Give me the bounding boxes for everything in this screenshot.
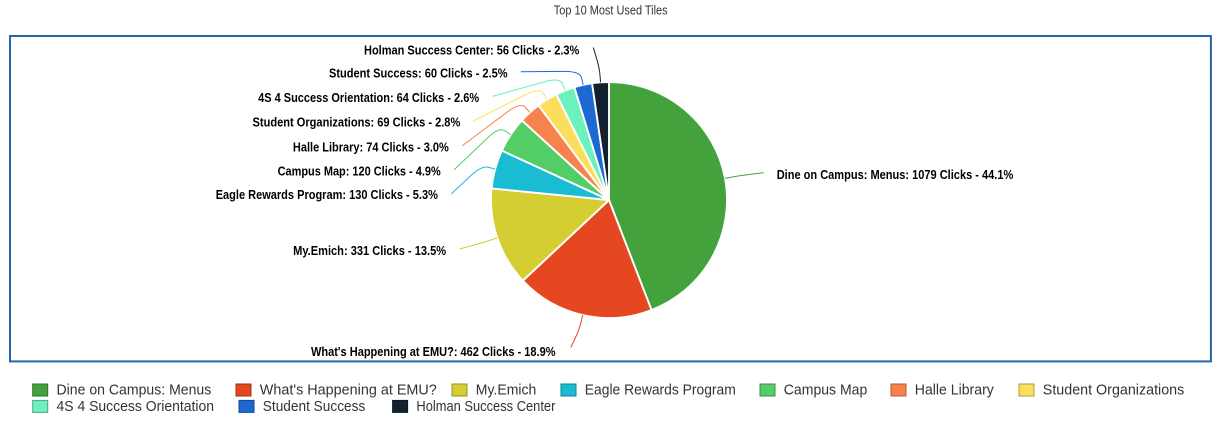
svg-text:Campus Map: 120 Clicks - 4.9%: Campus Map: 120 Clicks - 4.9% [278,165,441,179]
svg-text:Dine on Campus: Menus: Dine on Campus: Menus [57,382,212,399]
svg-text:Student Success: 60 Clicks - 2: Student Success: 60 Clicks - 2.5% [329,66,508,80]
svg-text:4S 4 Success Orientation: 4S 4 Success Orientation [57,398,215,415]
svg-text:Halle Library: Halle Library [915,382,994,399]
svg-text:Dine on Campus: Menus: 1079 Cl: Dine on Campus: Menus: 1079 Clicks - 44.… [777,168,1014,182]
svg-text:My.Emich: My.Emich [476,382,537,399]
svg-text:Student Organizations: Student Organizations [1043,382,1185,399]
svg-text:Eagle Rewards Program: Eagle Rewards Program [585,382,736,399]
svg-text:Holman Success Center: 56 Clic: Holman Success Center: 56 Clicks - 2.3% [364,43,579,57]
svg-text:Holman Success Center: Holman Success Center [416,398,555,415]
svg-text:My.Emich: 331 Clicks - 13.5%: My.Emich: 331 Clicks - 13.5% [293,244,446,258]
svg-text:Halle Library: 74 Clicks - 3.0: Halle Library: 74 Clicks - 3.0% [293,141,449,155]
svg-text:Student Success: Student Success [263,398,366,415]
svg-text:What's Happening at EMU?: What's Happening at EMU? [260,382,437,399]
svg-text:Eagle Rewards Program: 130 Cli: Eagle Rewards Program: 130 Clicks - 5.3% [216,188,438,202]
svg-text:Campus Map: Campus Map [784,382,868,399]
svg-text:What's Happening at EMU?: 462: What's Happening at EMU?: 462 Clicks - 1… [311,345,556,359]
svg-text:Student Organizations: 69 Clic: Student Organizations: 69 Clicks - 2.8% [253,116,461,130]
svg-text:4S 4 Success Orientation: 64 C: 4S 4 Success Orientation: 64 Clicks - 2.… [258,91,479,105]
svg-text:Top 10 Most Used Tiles: Top 10 Most Used Tiles [554,3,668,18]
